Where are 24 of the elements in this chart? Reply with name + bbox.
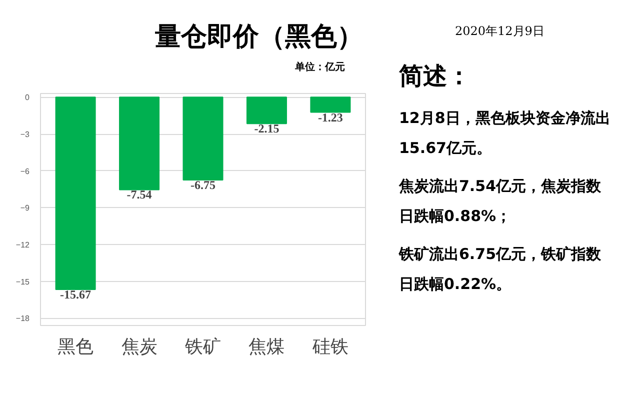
y-tick-label: −15 (16, 277, 30, 286)
x-tick-label: 黑色 (58, 336, 94, 358)
data-label: -1.23 (318, 110, 343, 124)
data-label: -7.54 (126, 188, 152, 202)
chart-title: 量仓即价（黑色） (155, 21, 363, 54)
data-label: -6.75 (190, 178, 216, 192)
y-tick-label: −3 (20, 130, 30, 140)
data-label: -2.15 (254, 122, 280, 136)
y-tick-label: −18 (16, 314, 30, 324)
y-tick-label: −12 (16, 240, 30, 250)
text: 单位：亿元 (295, 61, 345, 75)
text: 12月8日，黑色板块资金净流出15.67亿元。 (399, 108, 612, 159)
data-label: -15.67 (60, 288, 92, 302)
y-tick-label: 0 (25, 93, 30, 102)
text: 铁矿流出6.75亿元，铁矿指数日跌幅0.22%。 (399, 244, 602, 295)
text: 2020年12月9日 (455, 23, 544, 40)
x-tick-label: 硅铁 (311, 336, 348, 358)
y-tick-label: −9 (20, 204, 30, 213)
x-tick-label: 铁矿 (184, 336, 221, 358)
x-tick-label: 焦炭 (121, 336, 158, 358)
y-tick-label: −6 (20, 166, 30, 176)
text: 焦炭流出7.54亿元，焦炭指数日跌幅0.88%； (399, 176, 602, 227)
x-tick-label: 焦煤 (248, 336, 285, 358)
text: 简述： (399, 61, 472, 91)
